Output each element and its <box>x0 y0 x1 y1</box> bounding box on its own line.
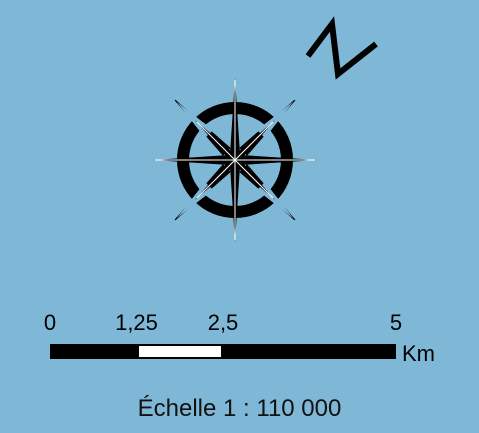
scale-bar: 0 1,25 2,5 5 Km <box>0 300 479 380</box>
scale-segment <box>136 344 223 359</box>
scale-tick-label: 1,25 <box>115 310 158 335</box>
scale-unit-label: Km <box>402 341 435 366</box>
north-arrow-icon <box>305 16 378 80</box>
scale-tick-label: 0 <box>43 310 57 335</box>
scale-segment <box>223 344 396 359</box>
compass-rose-icon <box>153 78 317 242</box>
scale-tick-label: 5 <box>389 310 403 335</box>
scale-segment <box>50 344 137 359</box>
scale-ratio-text: Échelle 1 : 110 000 <box>137 395 342 422</box>
scale-tick-label: 2,5 <box>207 310 239 335</box>
